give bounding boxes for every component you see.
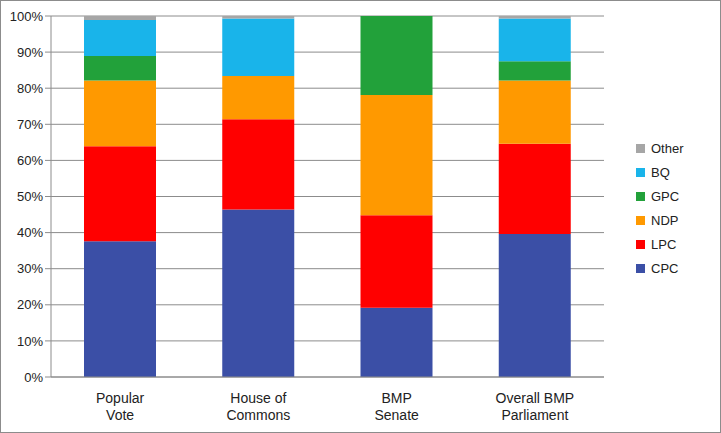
svg-text:Overall BMPParliament: Overall BMPParliament — [496, 390, 575, 423]
svg-text:10%: 10% — [17, 334, 43, 349]
svg-text:40%: 40% — [17, 225, 43, 240]
svg-text:90%: 90% — [17, 45, 43, 60]
svg-text:0%: 0% — [24, 370, 43, 385]
html-text:CPC: CPC — [651, 261, 679, 276]
html-text:BQ: BQ — [651, 165, 670, 180]
html-text:NDP: NDP — [651, 213, 679, 228]
svg-text:BMPSenate: BMPSenate — [374, 390, 419, 423]
svg-text:100%: 100% — [10, 9, 44, 24]
html-text:GPC: GPC — [651, 189, 680, 204]
svg-text:60%: 60% — [17, 153, 43, 168]
svg-text:50%: 50% — [17, 189, 43, 204]
svg-text:PopularVote: PopularVote — [96, 390, 145, 423]
svg-text:70%: 70% — [17, 117, 43, 132]
svg-text:20%: 20% — [17, 297, 43, 312]
html-text:Other: Other — [651, 141, 684, 156]
svg-text:House ofCommons: House ofCommons — [226, 390, 290, 423]
html-text:LPC: LPC — [651, 237, 677, 252]
svg-text:80%: 80% — [17, 81, 43, 96]
svg-text:30%: 30% — [17, 261, 43, 276]
